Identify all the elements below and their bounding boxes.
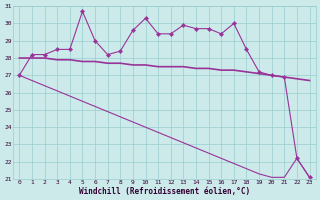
X-axis label: Windchill (Refroidissement éolien,°C): Windchill (Refroidissement éolien,°C) bbox=[79, 187, 250, 196]
